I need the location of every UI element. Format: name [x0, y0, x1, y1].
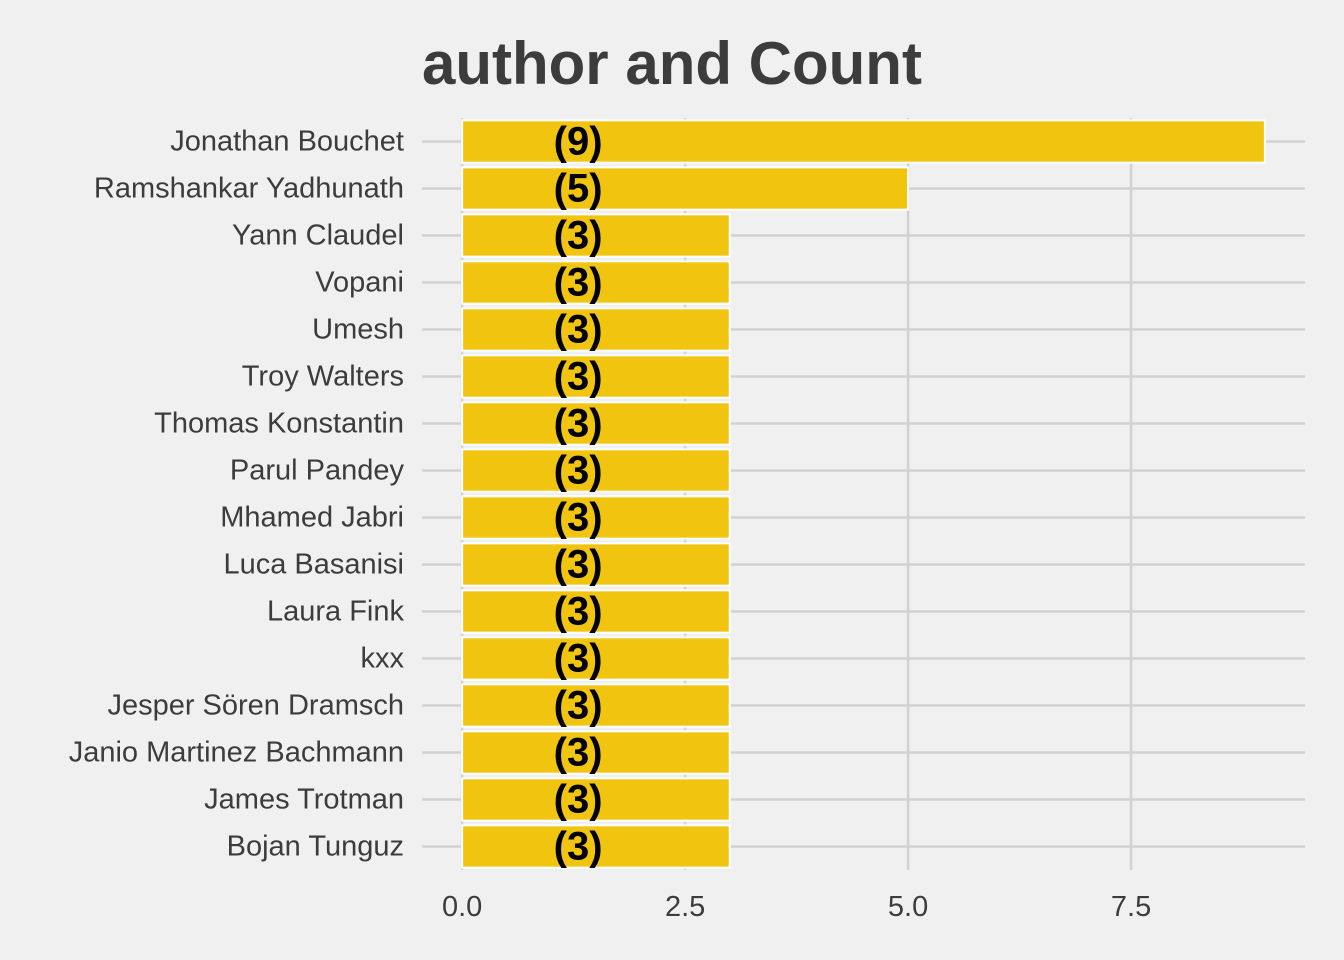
data-label: (3)	[554, 308, 603, 352]
category-label: Troy Walters	[242, 361, 404, 393]
category-label: kxx	[361, 643, 405, 675]
bar	[461, 354, 731, 399]
category-label: Thomas Konstantin	[154, 408, 404, 440]
data-label: (3)	[554, 543, 603, 587]
bar	[461, 448, 731, 493]
category-label: Janio Martinez Bachmann	[69, 737, 404, 769]
data-label: (5)	[554, 167, 603, 211]
bar	[461, 683, 731, 728]
category-label: Mhamed Jabri	[220, 502, 404, 534]
category-label: Bojan Tunguz	[227, 831, 404, 863]
data-label: (9)	[554, 120, 603, 164]
bar	[461, 777, 731, 822]
bar	[461, 495, 731, 540]
category-labels: Jonathan Bouchet Ramshankar Yadhunath Yann…	[69, 126, 405, 863]
data-label: (3)	[554, 637, 603, 681]
category-label: Umesh	[312, 314, 404, 346]
data-label: (3)	[554, 778, 603, 822]
category-label: Vopani	[315, 267, 404, 299]
data-labels: (9)(5)(3)(3)(3)(3)(3)(3)(3)(3)(3)(3)(3)(…	[554, 120, 603, 869]
bar	[461, 401, 731, 446]
x-tick-label: 0.0	[442, 891, 482, 923]
bar	[461, 730, 731, 775]
data-label: (3)	[554, 449, 603, 493]
x-tick-label: 2.5	[665, 891, 705, 923]
category-label: Ramshankar Yadhunath	[94, 173, 404, 205]
bar	[461, 307, 731, 352]
data-label: (3)	[554, 402, 603, 446]
data-label: (3)	[554, 355, 603, 399]
data-label: (3)	[554, 731, 603, 775]
data-label: (3)	[554, 214, 603, 258]
bar	[461, 589, 731, 634]
category-label: Yann Claudel	[232, 220, 404, 252]
category-label: Jonathan Bouchet	[170, 126, 404, 158]
data-label: (3)	[554, 590, 603, 634]
data-label: (3)	[554, 496, 603, 540]
data-label: (3)	[554, 261, 603, 305]
data-label: (3)	[554, 684, 603, 728]
category-label: Jesper Sören Dramsch	[107, 690, 404, 722]
chart-title: author and Count	[422, 30, 922, 97]
category-label: Parul Pandey	[230, 455, 405, 487]
data-label: (3)	[554, 825, 603, 869]
x-tick-label: 5.0	[888, 891, 928, 923]
category-label: Laura Fink	[267, 596, 405, 628]
bar	[461, 260, 731, 305]
x-tick-label: 7.5	[1111, 891, 1151, 923]
bar	[461, 166, 910, 211]
category-label: Luca Basanisi	[223, 549, 404, 581]
bar	[461, 213, 731, 258]
bars	[461, 119, 1266, 869]
bar	[461, 542, 731, 587]
category-label: James Trotman	[204, 784, 404, 816]
bar	[461, 119, 1266, 164]
bar	[461, 636, 731, 681]
x-tick-labels: 0.0 2.5 5.0 7.5	[442, 891, 1151, 923]
bar	[461, 824, 731, 869]
